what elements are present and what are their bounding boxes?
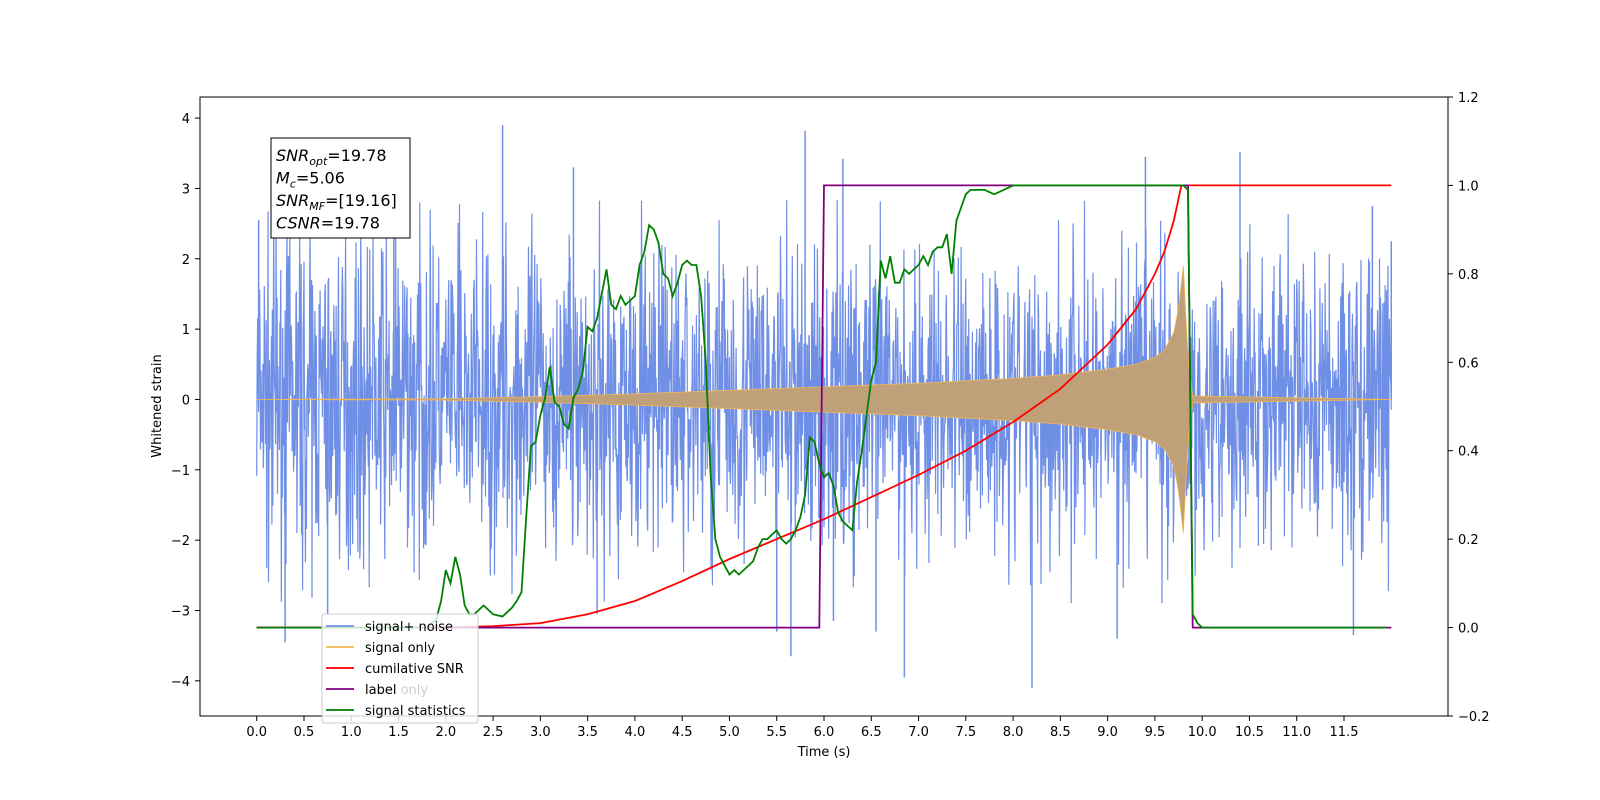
y-tick-label: 2 xyxy=(182,253,190,268)
x-tick-label: 7.0 xyxy=(908,725,929,740)
x-tick-label: 7.5 xyxy=(955,725,976,740)
x-tick-label: 0.5 xyxy=(294,725,315,740)
y-tick-label: 4 xyxy=(182,112,190,127)
info-box-frame xyxy=(270,137,411,239)
x-axis-label: Time (s) xyxy=(797,745,851,760)
y2-tick-label: −0.2 xyxy=(1458,710,1490,725)
y2-tick-label: 1.0 xyxy=(1458,179,1479,194)
x-tick-label: 6.0 xyxy=(814,725,835,740)
x-tick-label: 4.0 xyxy=(625,725,646,740)
series-signal-statistics xyxy=(256,184,1387,629)
legend-label: cumilative SNR xyxy=(365,662,464,677)
x-tick-label: 2.0 xyxy=(435,725,456,740)
info-line: CSNR=19.78 xyxy=(276,214,380,233)
y2-tick-label: 0.6 xyxy=(1458,356,1479,371)
legend-label: signal+ noise xyxy=(365,620,453,635)
series-cumilative-snr xyxy=(256,184,1392,629)
legend-label: label xyxy=(365,683,396,698)
x-tick-label: 5.5 xyxy=(766,725,787,740)
legend-frame xyxy=(321,613,479,724)
x-tick-label: 2.5 xyxy=(483,725,504,740)
y-tick-label: −2 xyxy=(171,534,190,549)
x-tick-label: 8.5 xyxy=(1050,725,1071,740)
legend-label: signal only xyxy=(365,641,435,656)
y2-tick-label: 1.2 xyxy=(1458,91,1479,106)
info-box: SNRopt=19.78Mc=5.06SNRMF=[19.16]CSNR=19.… xyxy=(270,137,411,239)
info-line: Mc=5.06 xyxy=(276,169,345,191)
y-tick-label: 0 xyxy=(182,393,190,408)
x-tick-label: 9.0 xyxy=(1097,725,1118,740)
x-tick-label: 1.5 xyxy=(388,725,409,740)
x-tick-label: 0.0 xyxy=(246,725,267,740)
x-tick-label: 10.0 xyxy=(1188,725,1217,740)
x-tick-label: 3.0 xyxy=(530,725,551,740)
y2-tick-label: 0.2 xyxy=(1458,533,1479,548)
y-tick-label: −4 xyxy=(171,675,190,690)
y2-tick-label: 0.8 xyxy=(1458,268,1479,283)
x-tick-label: 1.0 xyxy=(341,725,362,740)
x-tick-label: 11.0 xyxy=(1282,725,1311,740)
y-tick-label: 1 xyxy=(182,323,190,338)
info-line: SNRopt=19.78 xyxy=(276,146,387,168)
y2-tick-label: 0.4 xyxy=(1458,445,1479,460)
x-tick-label: 8.0 xyxy=(1003,725,1024,740)
x-tick-label: 4.5 xyxy=(672,725,693,740)
x-tick-label: 9.5 xyxy=(1145,725,1166,740)
legend-label: signal statistics xyxy=(365,704,466,719)
y-tick-label: −3 xyxy=(171,604,190,619)
x-tick-label: 5.0 xyxy=(719,725,740,740)
x-tick-label: 11.5 xyxy=(1330,725,1359,740)
y2-tick-label: 0.0 xyxy=(1458,622,1479,637)
y-tick-label: 3 xyxy=(182,182,190,197)
legend-hidden-label: label only xyxy=(365,683,428,698)
series-signal-only xyxy=(256,265,1392,534)
x-tick-label: 6.5 xyxy=(861,725,882,740)
y-axis-label: Whitened strain xyxy=(150,354,165,457)
legend: signal+ noise signal only cumilative SNR la… xyxy=(321,613,479,724)
series-signal-noise xyxy=(256,199,1392,604)
y-tick-label: −1 xyxy=(171,464,190,479)
x-tick-label: 10.5 xyxy=(1235,725,1264,740)
x-tick-label: 3.5 xyxy=(577,725,598,740)
info-line: SNRMF=[19.16] xyxy=(276,191,397,213)
noise-spikes xyxy=(257,125,1393,688)
